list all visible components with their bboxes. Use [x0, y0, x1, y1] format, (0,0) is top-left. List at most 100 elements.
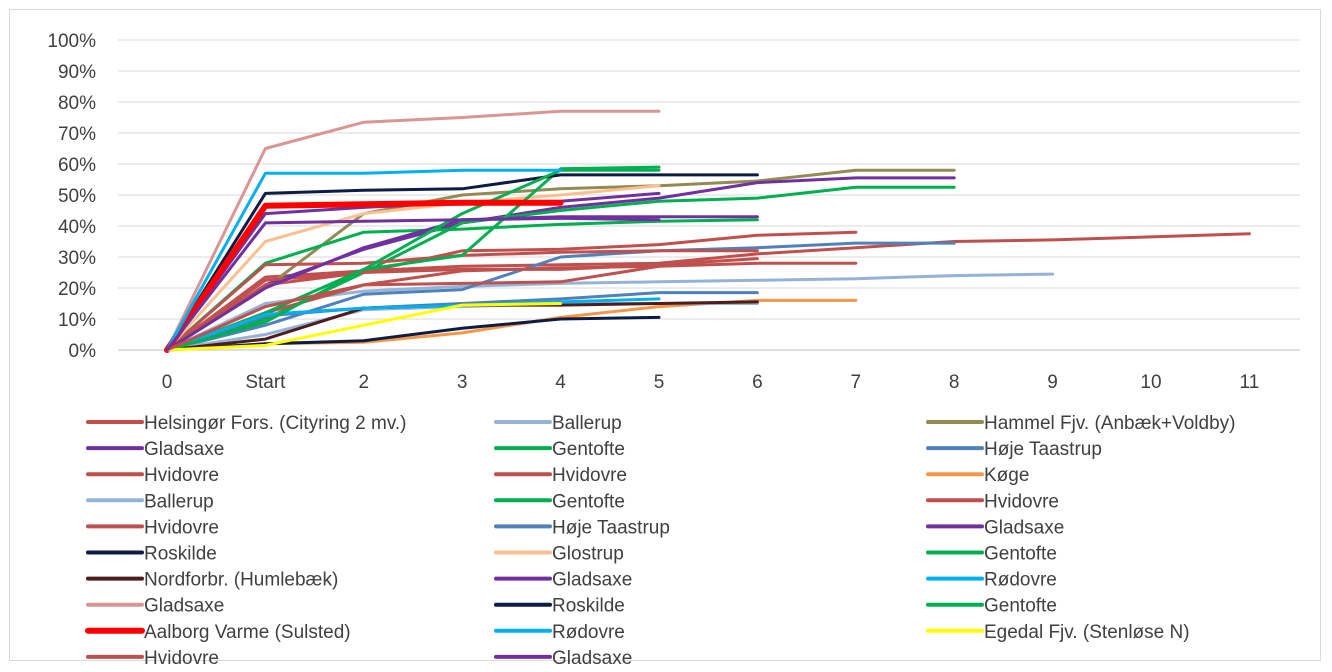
legend-label: Gladsaxe — [144, 596, 224, 617]
series-line — [165, 302, 563, 352]
series-line — [165, 264, 661, 352]
legend-label: Gladsaxe — [552, 648, 632, 669]
legend-label: Høje Taastrup — [552, 517, 670, 538]
legend-item: Høje Taastrup — [926, 439, 1102, 460]
legend-item: Aalborg Varme (Sulsted) — [85, 622, 351, 643]
legend: Helsingør Fors. (Cityring 2 mv.) Ballerup… — [85, 413, 1235, 669]
y-tick-label: 30% — [58, 248, 96, 269]
legend-label: Hvidovre — [144, 465, 219, 486]
legend-item: Helsingør Fors. (Cityring 2 mv.) — [86, 413, 407, 434]
x-tick-label: 10 — [1140, 372, 1161, 393]
legend-label: Ballerup — [552, 413, 622, 434]
legend-item: Gladsaxe — [926, 517, 1064, 538]
series-line — [165, 241, 956, 352]
legend-label: Gladsaxe — [552, 570, 632, 591]
legend-item: Hvidovre — [926, 491, 1059, 512]
x-axis-labels: 0 Start 2 3 4 5 6 7 8 9 10 11 — [162, 372, 1260, 393]
legend-label: Rødovre — [984, 570, 1057, 591]
legend-item: Høje Taastrup — [494, 517, 670, 538]
x-tick-label: 6 — [752, 372, 763, 393]
x-tick-label: Start — [245, 372, 286, 393]
y-tick-label: 90% — [58, 62, 96, 83]
series-line — [165, 184, 661, 352]
y-tick-label: 10% — [58, 310, 96, 331]
x-tick-label: 5 — [654, 372, 665, 393]
series-line — [165, 168, 563, 352]
x-tick-label: 7 — [851, 372, 862, 393]
x-tick-label: 4 — [555, 372, 566, 393]
x-tick-label: 0 — [162, 372, 173, 393]
legend-label: Helsingør Fors. (Cityring 2 mv.) — [144, 413, 407, 434]
y-tick-label: 20% — [58, 279, 96, 300]
legend-item: Gladsaxe — [86, 596, 224, 617]
series-line — [165, 173, 759, 352]
legend-label: Rødovre — [552, 622, 625, 643]
x-tick-label: 11 — [1240, 372, 1260, 393]
legend-label: Hvidovre — [144, 517, 219, 538]
legend-item: Hvidovre — [494, 465, 627, 486]
legend-item: Gentofte — [926, 596, 1057, 617]
legend-label: Gladsaxe — [984, 517, 1064, 538]
legend-item: Hvidovre — [86, 648, 219, 669]
legend-item: Nordforbr. (Humlebæk) — [86, 570, 338, 591]
y-tick-label: 100% — [47, 31, 96, 52]
y-tick-label: 60% — [58, 155, 96, 176]
legend-label: Gentofte — [984, 544, 1057, 565]
gridlines — [118, 39, 1300, 351]
legend-item: Glostrup — [494, 544, 624, 565]
legend-label: Gentofte — [984, 596, 1057, 617]
legend-label: Aalborg Varme (Sulsted) — [144, 622, 351, 643]
y-tick-label: 40% — [58, 217, 96, 238]
legend-label: Egedal Fjv. (Stenløse N) — [984, 622, 1190, 643]
legend-item: Egedal Fjv. (Stenløse N) — [926, 622, 1190, 643]
legend-item: Hvidovre — [86, 465, 219, 486]
legend-item: Ballerup — [494, 413, 622, 434]
y-tick-label: 70% — [58, 124, 96, 145]
series-line — [165, 297, 661, 352]
series-line — [165, 109, 661, 352]
legend-item: Rødovre — [926, 570, 1057, 591]
legend-label: Hvidovre — [984, 491, 1059, 512]
legend-label: Hammel Fjv. (Anbæk+Voldby) — [984, 413, 1235, 434]
y-tick-label: 50% — [58, 186, 96, 207]
legend-item: Ballerup — [86, 491, 214, 512]
legend-item: Gladsaxe — [494, 648, 632, 669]
legend-item: Hvidovre — [86, 517, 219, 538]
x-tick-label: 3 — [457, 372, 468, 393]
series-line — [165, 218, 759, 352]
legend-label: Nordforbr. (Humlebæk) — [144, 570, 338, 591]
legend-item: Hammel Fjv. (Anbæk+Voldby) — [926, 413, 1235, 434]
x-tick-label: 2 — [359, 372, 370, 393]
series-line — [165, 168, 661, 352]
series-line — [165, 168, 956, 352]
legend-item: Gladsaxe — [86, 439, 224, 460]
legend-label: Roskilde — [144, 544, 217, 565]
legend-label: Gladsaxe — [144, 439, 224, 460]
legend-label: Gentofte — [552, 491, 625, 512]
legend-label: Roskilde — [552, 596, 625, 617]
y-tick-label: 0% — [69, 341, 97, 362]
legend-label: Køge — [984, 465, 1029, 486]
series-lines — [164, 109, 1251, 353]
legend-item: Gentofte — [926, 544, 1057, 565]
legend-label: Ballerup — [144, 491, 214, 512]
legend-item: Rødovre — [494, 622, 625, 643]
series-line — [164, 199, 564, 353]
legend-item: Køge — [926, 465, 1029, 486]
legend-item: Gentofte — [494, 439, 625, 460]
legend-label: Høje Taastrup — [984, 439, 1102, 460]
legend-label: Glostrup — [552, 544, 624, 565]
x-tick-label: 8 — [949, 372, 960, 393]
series-line — [165, 261, 858, 352]
legend-item: Roskilde — [86, 544, 217, 565]
y-tick-label: 80% — [58, 93, 96, 114]
y-axis-labels: 0% 10% 20% 30% 40% 50% 60% 70% 80% 90% 100% — [47, 31, 96, 362]
series-line — [165, 216, 661, 352]
legend-label: Hvidovre — [552, 465, 627, 486]
legend-item: Roskilde — [494, 596, 625, 617]
series-line — [165, 232, 1251, 352]
legend-item: Gladsaxe — [494, 570, 632, 591]
legend-label: Hvidovre — [144, 648, 219, 669]
legend-label: Gentofte — [552, 439, 625, 460]
